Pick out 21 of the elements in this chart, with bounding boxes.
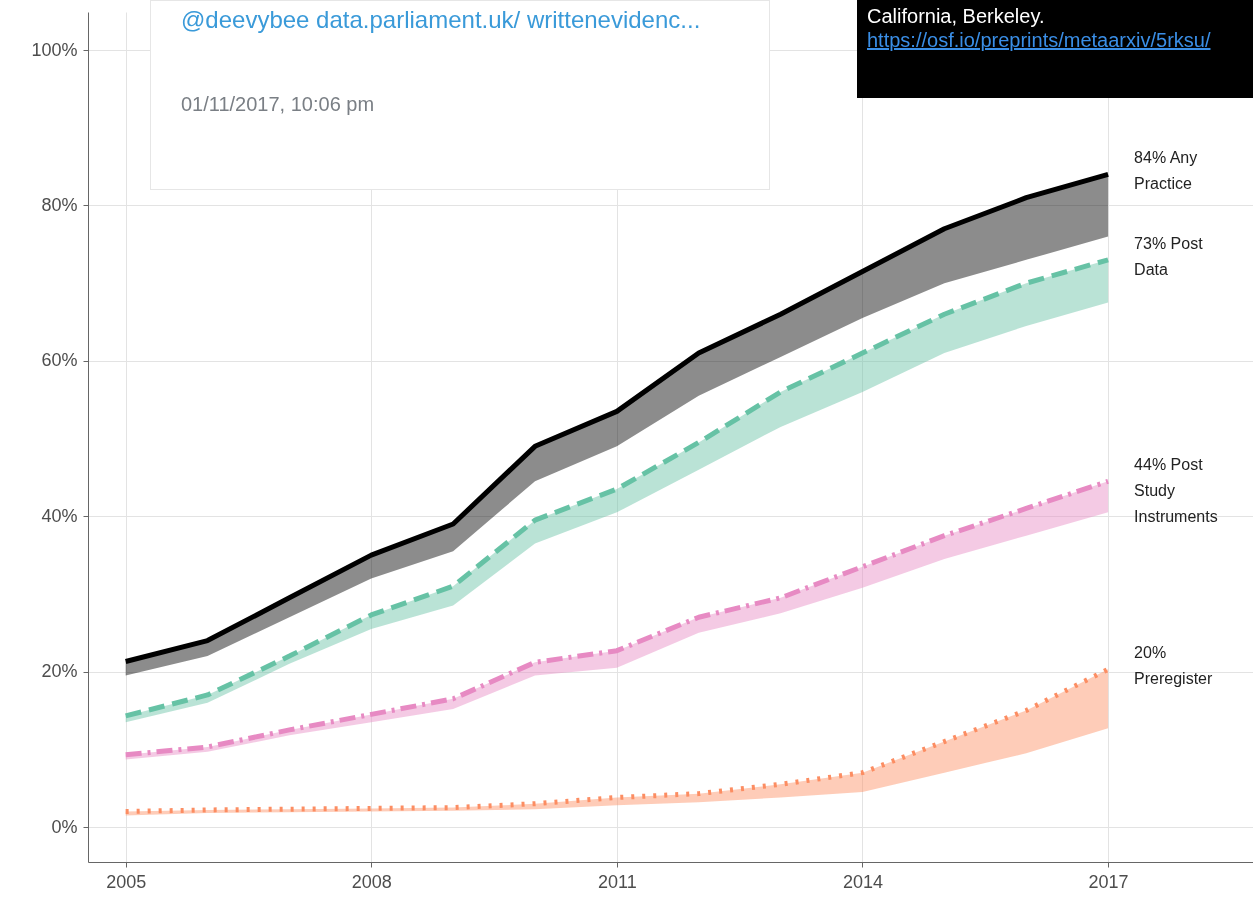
y-tick-label: 80% bbox=[41, 194, 78, 215]
annotation: @deevybee data.parliament.uk/ writtenevidenc... bbox=[181, 5, 702, 35]
x-tick-label: 2005 bbox=[106, 871, 147, 892]
series-label: 44% Post Study Instruments bbox=[1134, 456, 1218, 526]
x-tick-label: 2008 bbox=[351, 871, 392, 892]
y-tick-label: 0% bbox=[51, 816, 78, 837]
series-label: 20% Preregister bbox=[1134, 644, 1214, 688]
x-tick-label: 2011 bbox=[598, 871, 637, 892]
series-label: 84% Any Practice bbox=[1134, 149, 1198, 193]
annotation: 01/11/2017, 10:06 pm bbox=[181, 93, 375, 116]
y-tick-label: 100% bbox=[31, 39, 78, 60]
y-tick-label: 20% bbox=[41, 661, 78, 682]
annotation: California, Berkeley. bbox=[867, 4, 1046, 28]
x-tick-label: 2014 bbox=[842, 871, 884, 892]
y-tick-label: 40% bbox=[41, 505, 78, 526]
series-label: 73% Post Data bbox=[1134, 234, 1204, 278]
annotation: https://osf.io/preprints/metaarxiv/5rksu/ bbox=[867, 29, 1211, 51]
caption-box: California, Berkeley. https://osf.io/preprints/metaarxiv/5rksu/ bbox=[857, 0, 1253, 98]
x-tick-label: 2017 bbox=[1088, 871, 1129, 892]
y-tick-label: 60% bbox=[41, 350, 78, 371]
post-card: @deevybee data.parliament.uk/ writtenevidenc... 01/11/2017, 10:06 pm bbox=[150, 0, 770, 190]
